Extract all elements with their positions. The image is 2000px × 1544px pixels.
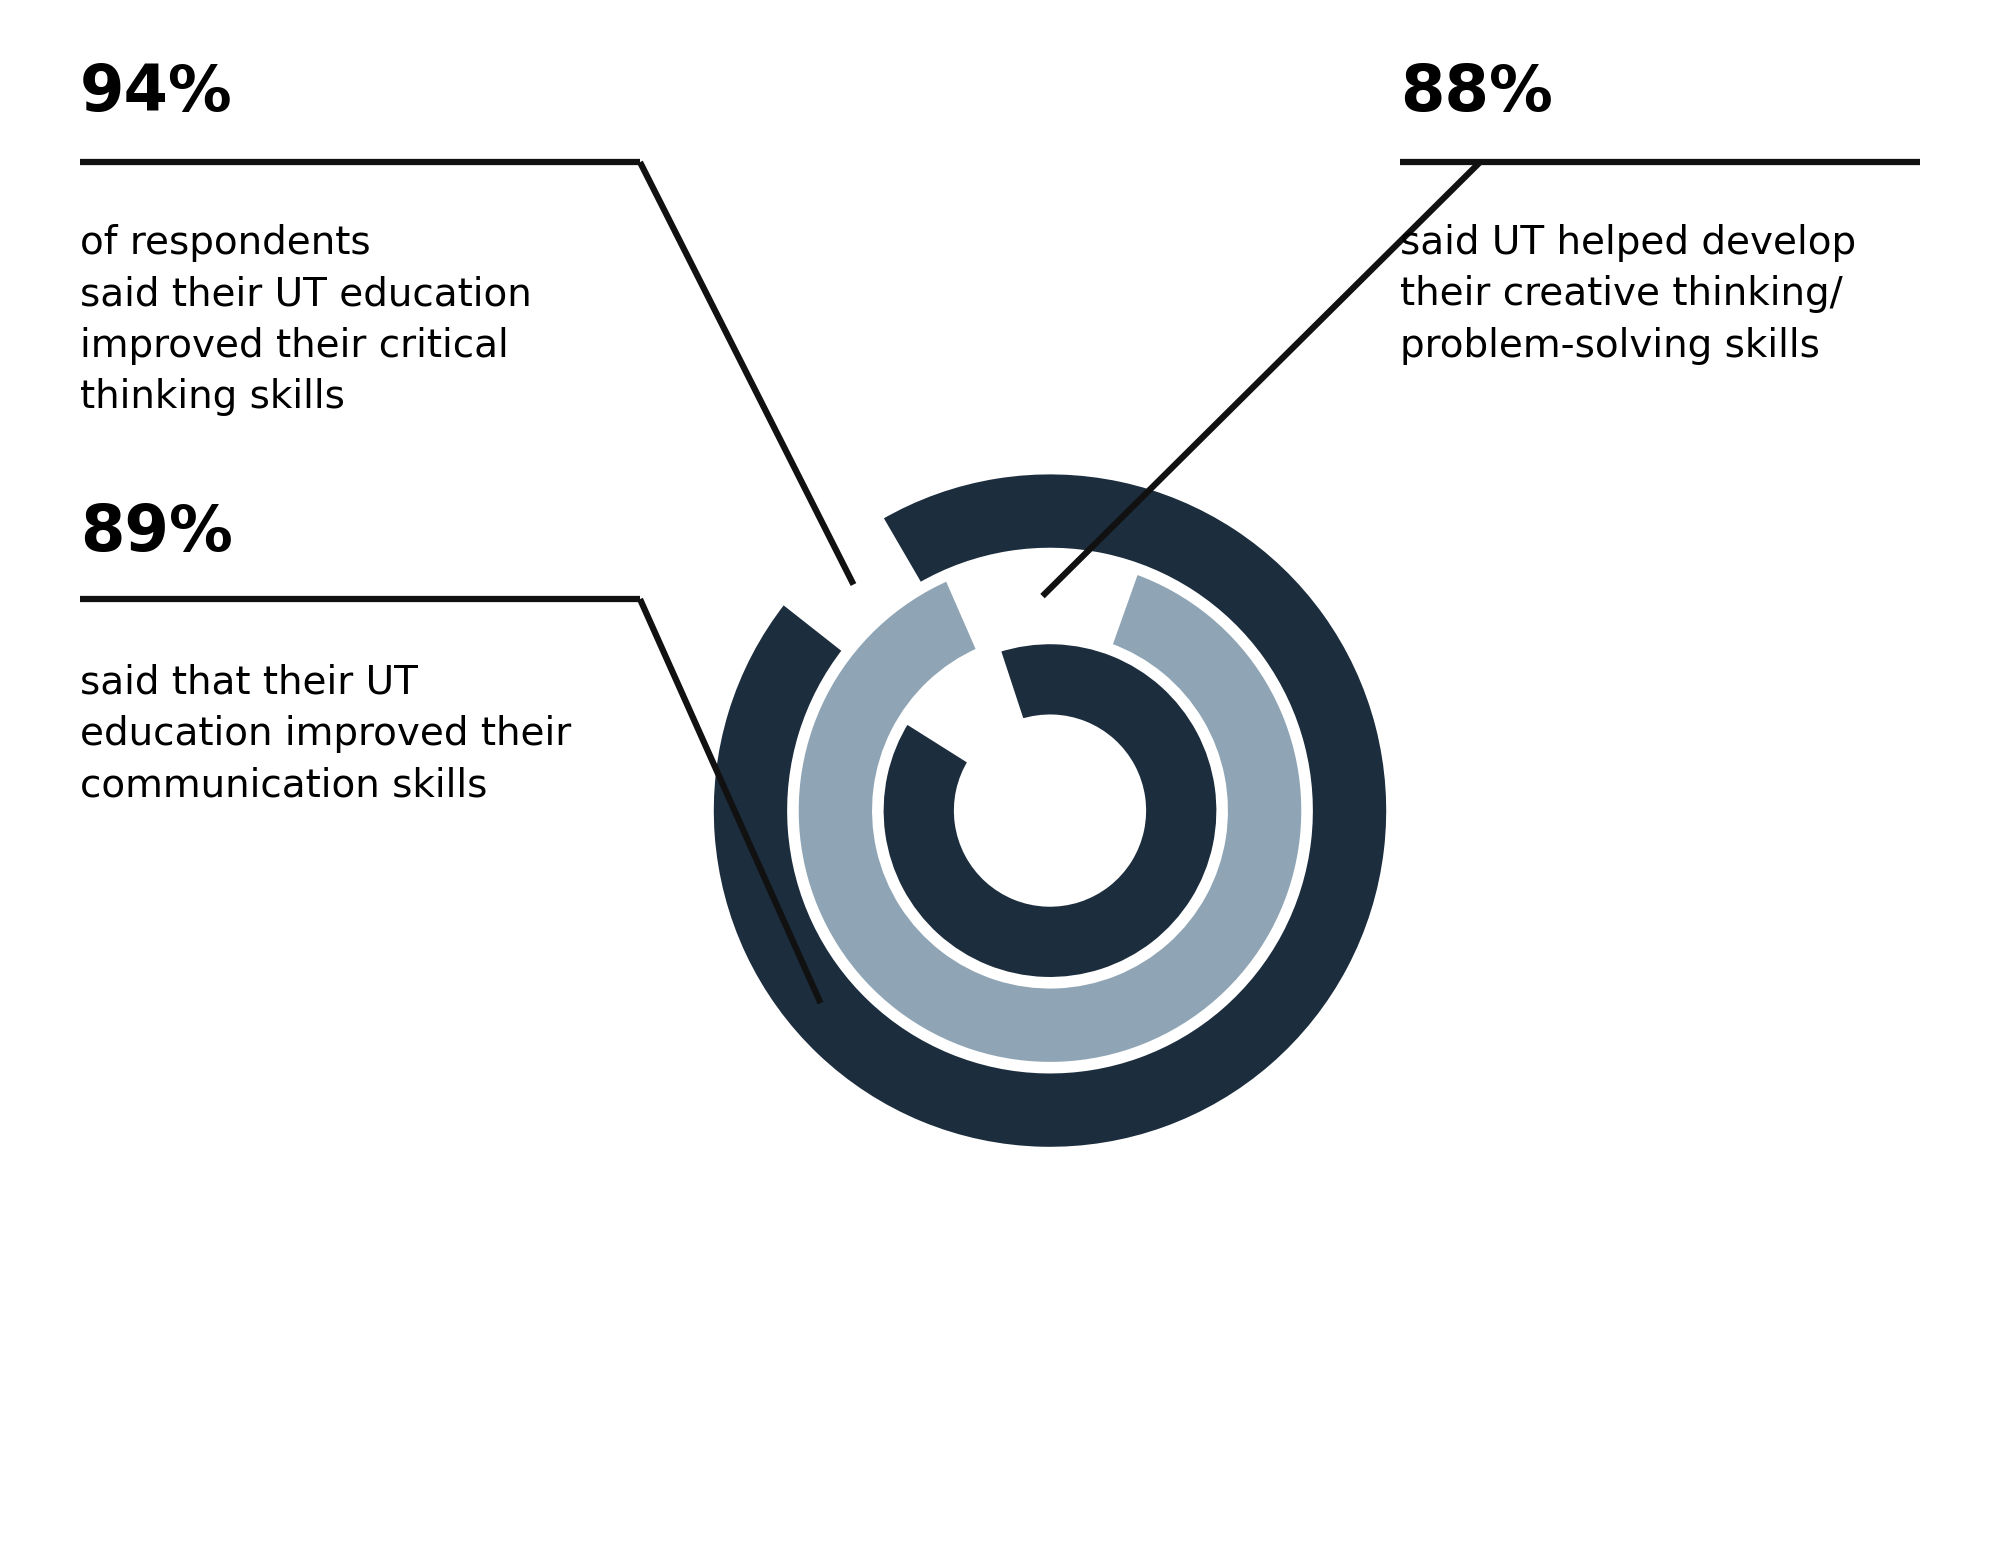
Text: 94%: 94% bbox=[80, 62, 232, 124]
Text: said UT helped develop
their creative thinking/
problem-solving skills: said UT helped develop their creative th… bbox=[1400, 224, 1856, 364]
Text: 88%: 88% bbox=[1400, 62, 1552, 124]
Text: said that their UT
education improved their
communication skills: said that their UT education improved th… bbox=[80, 664, 572, 804]
Text: of respondents
said their UT education
improved their critical
thinking skills: of respondents said their UT education i… bbox=[80, 224, 532, 417]
Wedge shape bbox=[880, 641, 1220, 980]
Wedge shape bbox=[710, 471, 1390, 1150]
Text: 89%: 89% bbox=[80, 502, 232, 564]
Wedge shape bbox=[796, 571, 1304, 1065]
